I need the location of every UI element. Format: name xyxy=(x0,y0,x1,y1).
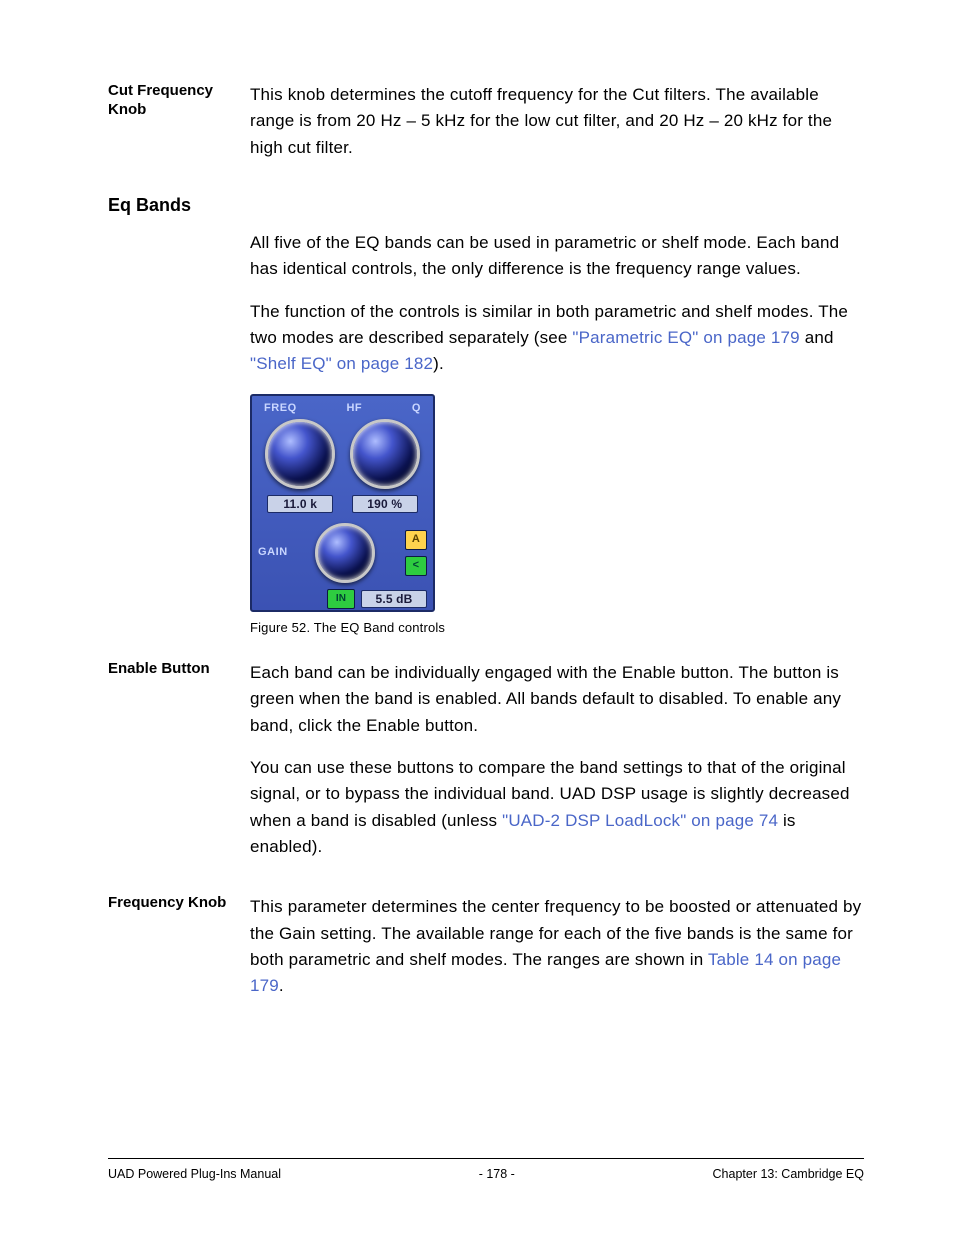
heading-enable-button: Enable Button xyxy=(108,660,250,679)
eq-panel: FREQ HF Q 11.0 k 190 % xyxy=(250,394,435,612)
footer-rule xyxy=(108,1158,864,1159)
shelf-button[interactable]: < xyxy=(405,556,427,576)
para-frequency-knob: This parameter determines the center fre… xyxy=(250,894,864,999)
q-readout: 190 % xyxy=(352,495,418,513)
gain-knob[interactable] xyxy=(315,523,375,583)
para-enable-1: Each band can be individually engaged wi… xyxy=(250,660,864,739)
link-parametric-eq[interactable]: "Parametric EQ" on page 179 xyxy=(572,328,799,347)
footer-left: UAD Powered Plug-Ins Manual xyxy=(108,1167,281,1181)
label-q: Q xyxy=(412,400,421,417)
in-button[interactable]: IN xyxy=(327,589,355,609)
para-eq-bands-2: The function of the controls is similar … xyxy=(250,299,864,378)
label-freq: FREQ xyxy=(264,400,297,417)
heading-eq-bands: Eq Bands xyxy=(108,195,864,216)
para-cut-frequency: This knob determines the cutoff frequenc… xyxy=(250,82,864,161)
link-shelf-eq[interactable]: "Shelf EQ" on page 182 xyxy=(250,354,433,373)
label-hf: HF xyxy=(346,400,362,417)
figure-caption: Figure 52. The EQ Band controls xyxy=(250,618,864,638)
heading-frequency-knob: Frequency Knob xyxy=(108,894,250,913)
para-eq-bands-1: All five of the EQ bands can be used in … xyxy=(250,230,864,283)
heading-cut-frequency-knob: Cut Frequency Knob xyxy=(108,82,250,120)
link-loadlock[interactable]: "UAD-2 DSP LoadLock" on page 74 xyxy=(502,811,778,830)
a-button[interactable]: A xyxy=(405,530,427,550)
footer-right: Chapter 13: Cambridge EQ xyxy=(713,1167,864,1181)
footer-page-number: - 178 - xyxy=(479,1167,515,1181)
para-enable-2: You can use these buttons to compare the… xyxy=(250,755,864,860)
label-gain: GAIN xyxy=(258,544,288,561)
gain-readout: 5.5 dB xyxy=(361,590,427,608)
freq-readout: 11.0 k xyxy=(267,495,333,513)
q-knob[interactable] xyxy=(350,419,420,489)
freq-knob[interactable] xyxy=(265,419,335,489)
figure-eq-band-controls: FREQ HF Q 11.0 k 190 % xyxy=(250,394,864,638)
